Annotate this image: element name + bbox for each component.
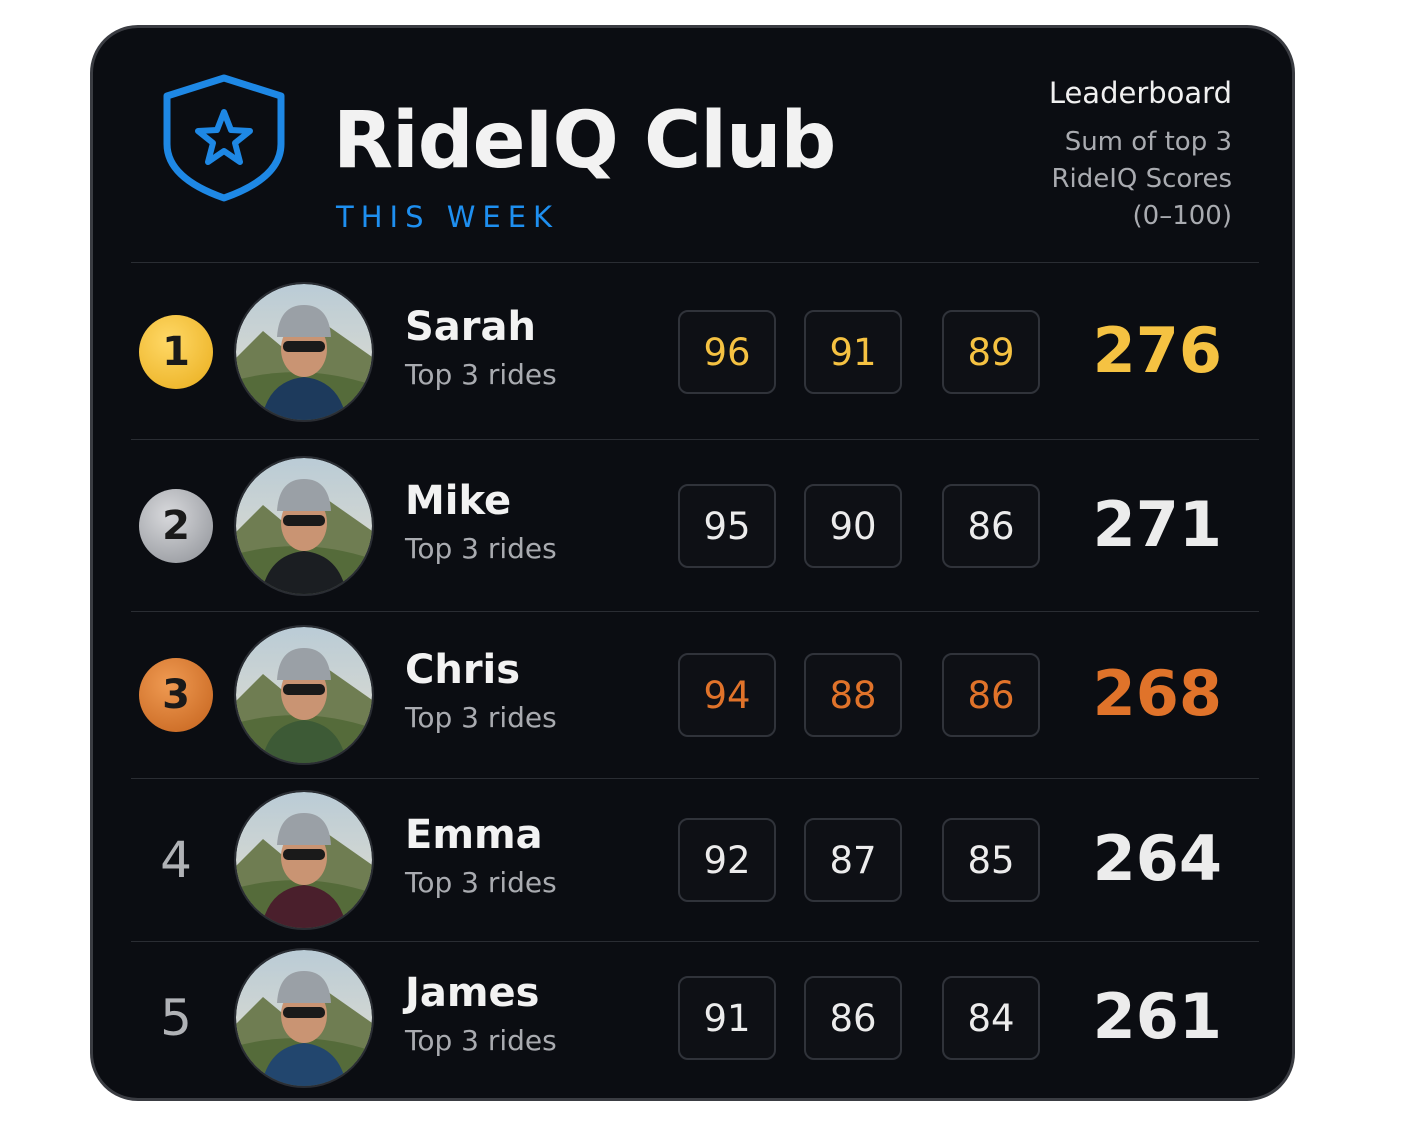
shield-icon — [163, 74, 285, 202]
score-chip: 89 — [942, 310, 1040, 394]
title: RideIQ Club — [333, 96, 836, 186]
avatar-scene — [236, 950, 372, 1086]
avatar-photo — [234, 948, 374, 1088]
avatar-ring — [234, 625, 374, 765]
separator — [131, 778, 1259, 779]
player-caption: Top 3 rides — [405, 701, 557, 734]
avatar-scene — [236, 458, 372, 594]
avatar — [233, 281, 375, 423]
player-name: Chris — [405, 647, 521, 693]
helmet — [277, 305, 331, 337]
score-chip: 84 — [942, 976, 1040, 1060]
score-chip: 85 — [942, 818, 1040, 902]
rank-badge: 2 — [139, 489, 213, 563]
avatar-photo — [234, 282, 374, 422]
total-score: 261 — [1092, 980, 1222, 1053]
jersey — [261, 377, 347, 420]
sunglasses — [283, 1007, 325, 1018]
avatar-ring — [234, 790, 374, 930]
total-score: 271 — [1092, 488, 1222, 561]
score-chip: 91 — [804, 310, 902, 394]
avatar-scene — [236, 284, 372, 420]
avatar — [233, 789, 375, 931]
panel-note: RideIQ Scores — [1051, 164, 1232, 194]
jersey — [261, 720, 347, 763]
avatar-photo — [234, 456, 374, 596]
rank-badge: 5 — [160, 989, 192, 1047]
separator — [131, 611, 1259, 612]
avatar — [233, 624, 375, 766]
rank-badge: 4 — [160, 831, 192, 889]
sunglasses — [283, 849, 325, 860]
helmet — [277, 971, 331, 1003]
avatar-photo — [234, 625, 374, 765]
sunglasses — [283, 341, 325, 352]
player-name: Sarah — [405, 304, 536, 350]
score-chip: 86 — [804, 976, 902, 1060]
total-score: 268 — [1092, 657, 1222, 730]
jersey — [261, 551, 347, 594]
avatar-ring — [234, 456, 374, 596]
avatar-scene — [236, 627, 372, 763]
total-score: 264 — [1092, 822, 1222, 895]
total-score: 276 — [1092, 314, 1222, 387]
star — [195, 109, 253, 165]
player-caption: Top 3 rides — [405, 532, 557, 565]
player-name: Emma — [405, 812, 543, 858]
avatar-ring — [234, 948, 374, 1088]
player-caption: Top 3 rides — [405, 866, 557, 899]
helmet — [277, 648, 331, 680]
player-caption: Top 3 rides — [405, 358, 557, 391]
separator — [131, 439, 1259, 440]
score-chip: 96 — [678, 310, 776, 394]
helmet — [277, 479, 331, 511]
score-chip: 92 — [678, 818, 776, 902]
avatar-ring — [234, 282, 374, 422]
leaderboard-card: RideIQ Club THIS WEEK Leaderboard Sum of… — [90, 25, 1295, 1101]
avatar-photo — [234, 790, 374, 930]
score-chip: 95 — [678, 484, 776, 568]
player-name: Mike — [405, 478, 512, 524]
helmet — [277, 813, 331, 845]
panel-title: Leaderboard — [1048, 76, 1232, 110]
shield-outline — [163, 74, 285, 202]
player-name: James — [405, 970, 540, 1016]
subtitle: THIS WEEK — [336, 200, 560, 234]
sunglasses — [283, 684, 325, 695]
rank-badge: 1 — [139, 315, 213, 389]
panel-note: Sum of top 3 — [1064, 127, 1232, 157]
score-chip: 87 — [804, 818, 902, 902]
rank-badge: 3 — [139, 658, 213, 732]
score-chip: 91 — [678, 976, 776, 1060]
score-chip: 86 — [942, 653, 1040, 737]
separator — [131, 941, 1259, 942]
score-chip: 90 — [804, 484, 902, 568]
avatar — [233, 947, 375, 1089]
panel-note: (0–100) — [1132, 201, 1232, 231]
avatar-scene — [236, 792, 372, 928]
jersey — [261, 1043, 347, 1086]
avatar — [233, 455, 375, 597]
sunglasses — [283, 515, 325, 526]
player-caption: Top 3 rides — [405, 1024, 557, 1057]
jersey — [261, 885, 347, 928]
score-chip: 94 — [678, 653, 776, 737]
score-chip: 88 — [804, 653, 902, 737]
score-chip: 86 — [942, 484, 1040, 568]
separator — [131, 262, 1259, 263]
